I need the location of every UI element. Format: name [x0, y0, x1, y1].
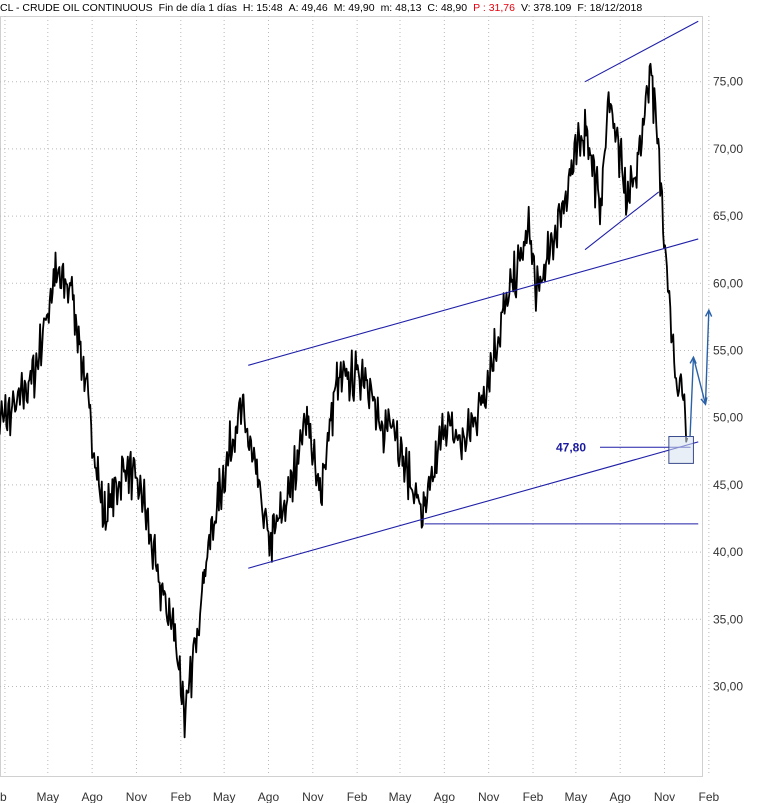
x-tick-label: Ago: [610, 790, 632, 803]
change-value: P : 31,76: [473, 2, 515, 14]
trendline: [248, 238, 699, 366]
y-axis: 75,00 70,00 65,00 60,00 55,00 50,00 45,00 40,00…: [713, 75, 743, 694]
hour-value: H: 15:48: [242, 2, 283, 14]
x-tick-label: Feb: [347, 790, 368, 803]
x-tick-label: b: [0, 790, 7, 803]
arrowhead-final: [704, 308, 713, 317]
x-tick-label: Nov: [126, 790, 147, 803]
y-tick-label: 75,00: [713, 75, 743, 89]
arrowhead-down: [700, 397, 708, 406]
price-line: [0, 62, 689, 739]
x-tick-label: Feb: [699, 790, 720, 803]
x-tick-label: Nov: [654, 790, 675, 803]
y-tick-label: 30,00: [713, 680, 743, 694]
y-tick-label: 45,00: [713, 478, 743, 492]
max-value: M: 49,90: [333, 2, 375, 14]
y-tick-label: 55,00: [713, 344, 743, 358]
x-tick-label: May: [36, 790, 59, 803]
instrument-name: CL - CRUDE OIL CONTINUOUS: [0, 2, 153, 14]
trendline: [584, 20, 699, 83]
x-tick-label: Ago: [81, 790, 103, 803]
x-tick-label: Feb: [170, 790, 191, 803]
x-tick-label: Ago: [258, 790, 280, 803]
x-tick-label: May: [213, 790, 236, 803]
x-tick-label: Ago: [434, 790, 456, 803]
plot-area: [0, 16, 703, 777]
chart-header: CL - CRUDE OIL CONTINUOUS Fin de día 1 dí…: [0, 0, 648, 16]
trendline: [248, 441, 699, 569]
x-tick-label: Nov: [478, 790, 499, 803]
x-axis: b May Ago Nov Feb May Ago Nov Feb May Ago Nov Feb May…: [0, 790, 720, 803]
y-tick-label: 65,00: [713, 209, 743, 223]
min-value: m: 48,13: [380, 2, 422, 14]
trendline: [584, 191, 660, 251]
y-tick-label: 70,00: [713, 142, 743, 156]
y-tick-label: 40,00: [713, 545, 743, 559]
grid: [0, 16, 710, 776]
close-value: C: 48,90: [427, 2, 468, 14]
x-tick-label: May: [565, 790, 588, 803]
arrowhead-up: [689, 355, 697, 364]
y-tick-label: 35,00: [713, 612, 743, 626]
date-value: F: 18/12/2018: [577, 2, 643, 14]
x-tick-label: Feb: [523, 790, 544, 803]
x-tick-label: May: [389, 790, 412, 803]
y-tick-label: 50,00: [713, 411, 743, 425]
projection-arrow: [689, 310, 710, 437]
target-box: [668, 436, 694, 464]
open-value: A: 49,46: [288, 2, 328, 14]
level-label: 47,80: [556, 440, 586, 454]
price-series: [0, 62, 689, 739]
period-label: Fin de día 1 días: [158, 2, 237, 14]
trendlines: 47,80: [248, 20, 713, 569]
volume-value: V: 378.109: [520, 2, 572, 14]
y-tick-label: 60,00: [713, 276, 743, 290]
x-tick-label: Nov: [302, 790, 323, 803]
